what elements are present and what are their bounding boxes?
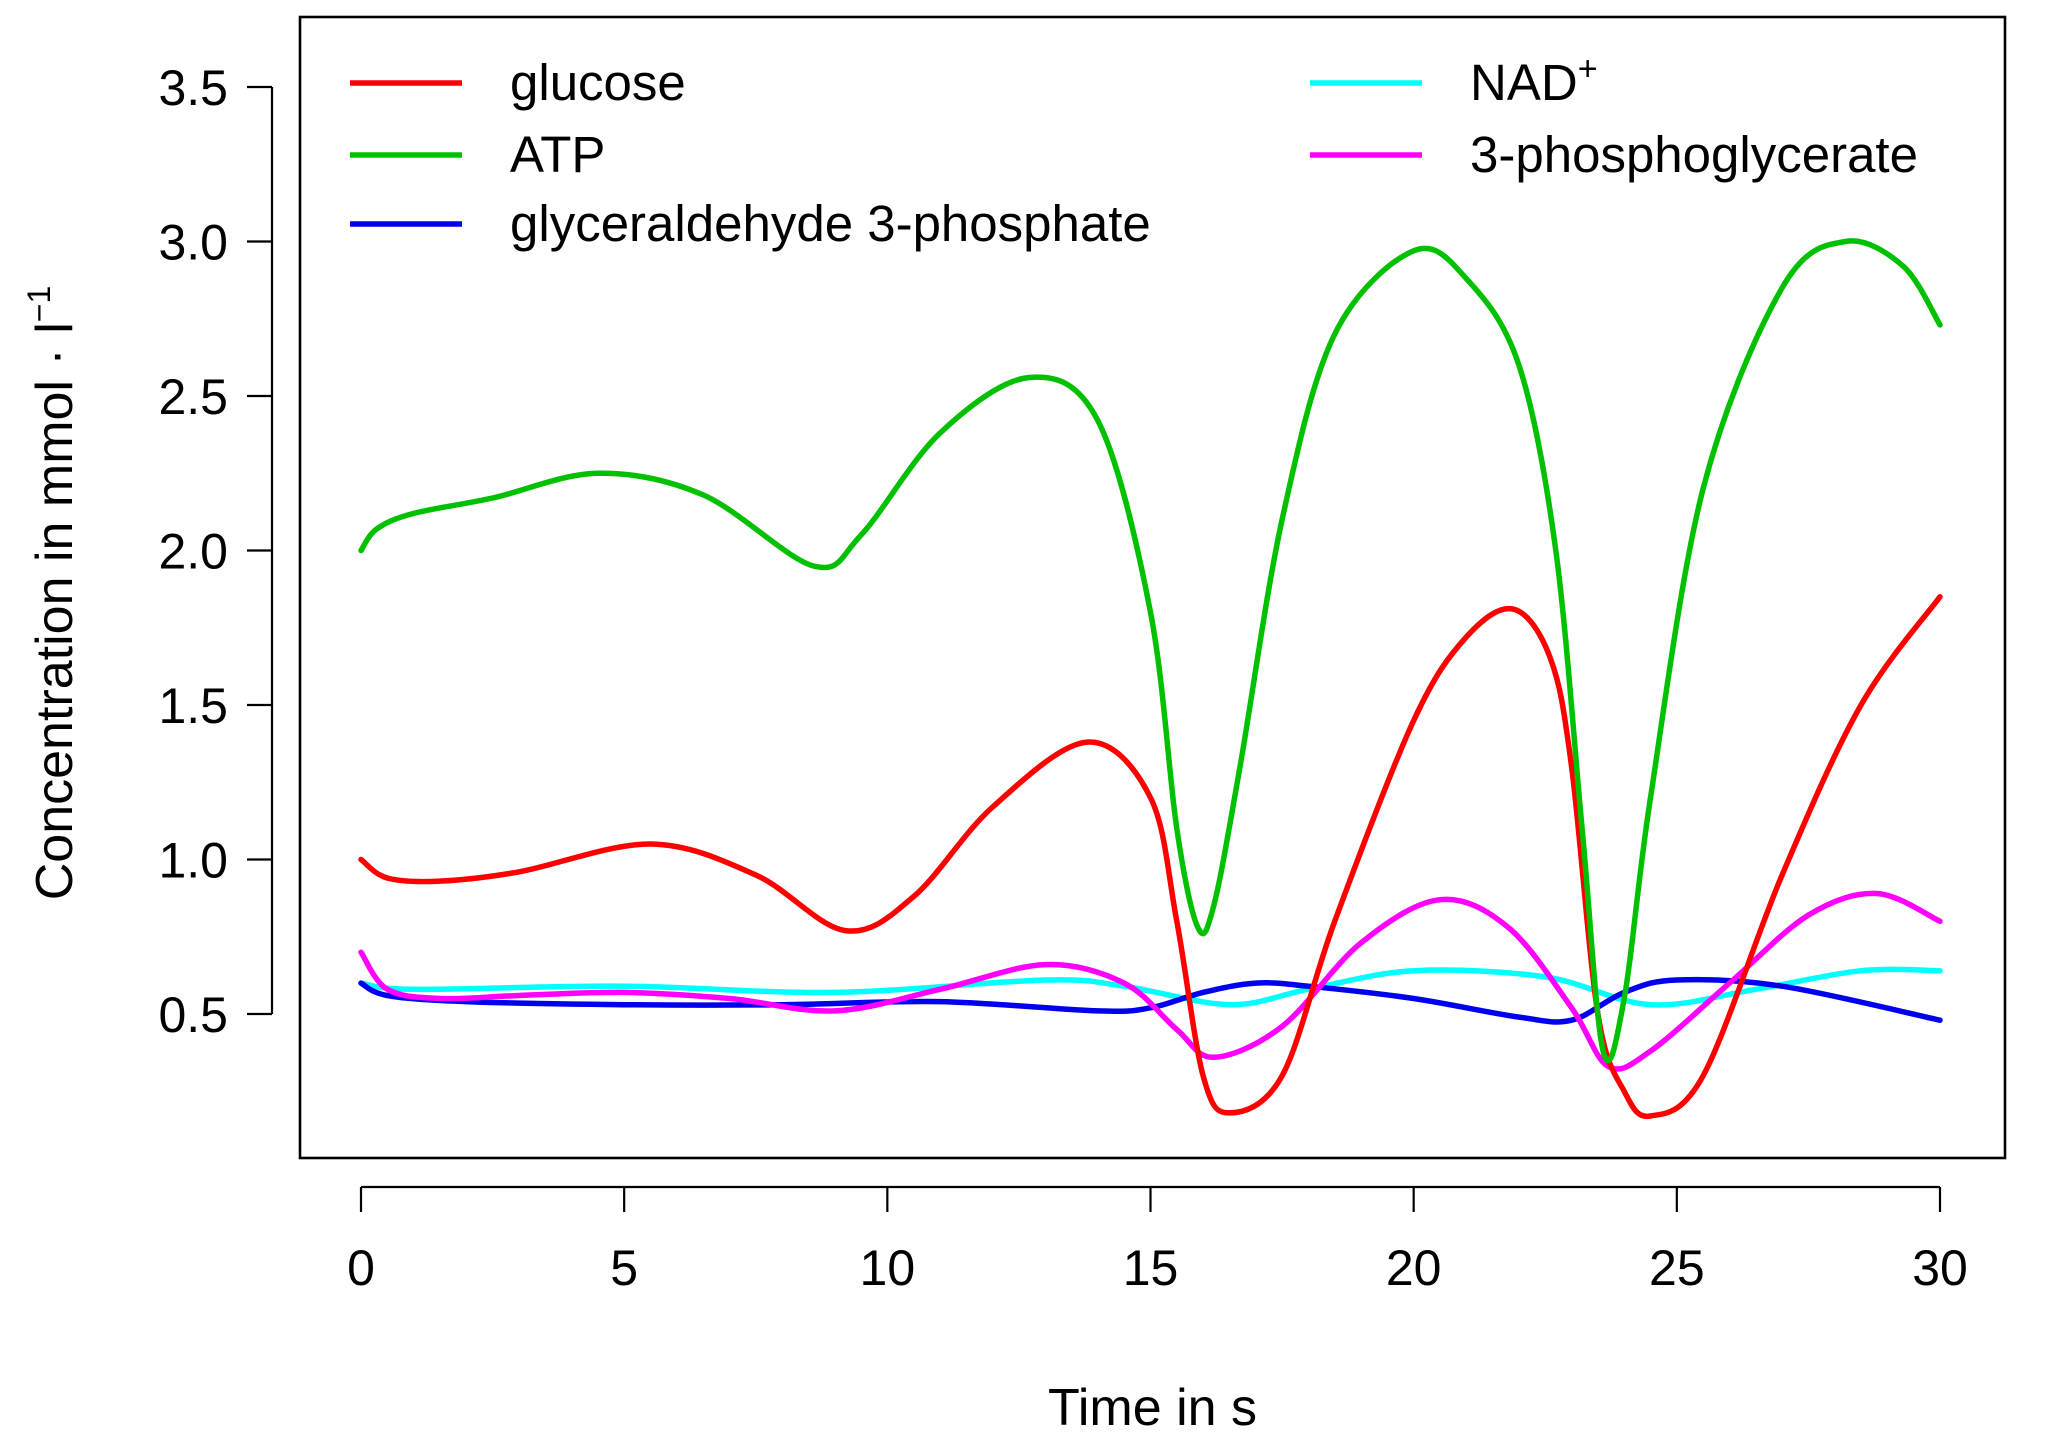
y-tick-label: 3.5 [158, 60, 228, 116]
legend-item: 3-phosphoglycerate [1310, 126, 1918, 183]
y-tick-label: 2.5 [158, 369, 228, 425]
legend-label: glyceraldehyde 3-phosphate [510, 195, 1151, 252]
x-axis-title: Time in s [1048, 1379, 1257, 1437]
x-tick-label: 5 [610, 1240, 638, 1296]
y-tick-label: 1.0 [158, 833, 228, 889]
x-tick-label: 0 [347, 1240, 375, 1296]
x-tick-label: 20 [1386, 1240, 1442, 1296]
plot-frame [298, 15, 2007, 1160]
legend: glucose ATP glyceraldehyde 3-phosphate NAD+… [350, 50, 1918, 252]
legend-label: 3-phosphoglycerate [1470, 126, 1918, 183]
legend-item: glyceraldehyde 3-phosphate [350, 195, 1151, 252]
legend-item: glucose [350, 54, 686, 111]
x-tick-label: 10 [860, 1240, 916, 1296]
x-tick-label: 30 [1912, 1240, 1968, 1296]
series-line-3-phosphoglycerate [358, 890, 1943, 1072]
legend-item: NAD+ [1310, 50, 1598, 111]
series-line-glucose [358, 594, 1943, 1120]
legend-label: NAD+ [1470, 50, 1598, 111]
y-tick-label: 0.5 [158, 987, 228, 1043]
legend-item: ATP [350, 126, 605, 183]
y-tick-label: 3.0 [158, 215, 228, 271]
y-axis-title: Concentration in mmol · l−1 [21, 286, 84, 901]
series-line-glyceraldehyde-3-phosphate [358, 976, 1943, 1025]
legend-label: glucose [510, 54, 686, 111]
series-lines [358, 238, 1943, 1120]
x-tick-label: 15 [1123, 1240, 1179, 1296]
y-tick-label: 2.0 [158, 524, 228, 580]
legend-label: ATP [510, 126, 605, 183]
series-line-atp [358, 238, 1943, 1064]
y-tick-label: 1.5 [158, 678, 228, 734]
axes: 0 5 10 15 20 25 30 0.5 1.0 1.5 2.0 2.5 3.0 3.5 Time in… [21, 15, 2007, 1437]
x-tick-label: 25 [1649, 1240, 1705, 1296]
